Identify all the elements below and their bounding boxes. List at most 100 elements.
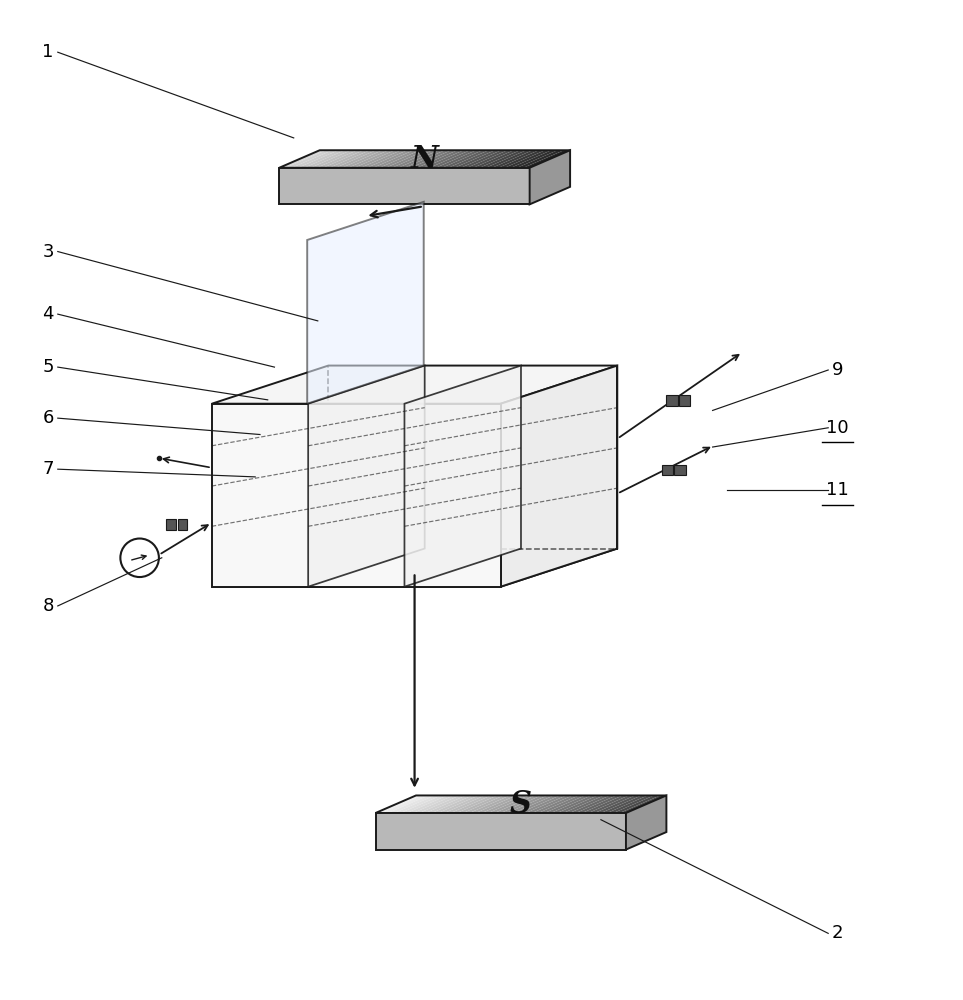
Polygon shape: [457, 795, 504, 813]
Polygon shape: [524, 150, 570, 168]
Polygon shape: [442, 150, 489, 168]
Polygon shape: [517, 150, 564, 168]
Text: 8: 8: [42, 597, 54, 615]
Bar: [674, 465, 686, 475]
Text: N: N: [411, 144, 438, 175]
Text: 4: 4: [42, 305, 54, 323]
Text: 7: 7: [42, 460, 54, 478]
Polygon shape: [505, 150, 552, 168]
Polygon shape: [424, 150, 470, 168]
Polygon shape: [461, 150, 508, 168]
Polygon shape: [307, 202, 424, 404]
Polygon shape: [406, 795, 454, 813]
Polygon shape: [401, 795, 447, 813]
Polygon shape: [323, 150, 370, 168]
Polygon shape: [495, 795, 541, 813]
Polygon shape: [304, 150, 351, 168]
Polygon shape: [470, 795, 516, 813]
Polygon shape: [451, 795, 497, 813]
Polygon shape: [212, 404, 501, 587]
Polygon shape: [486, 150, 533, 168]
Polygon shape: [582, 795, 629, 813]
Polygon shape: [532, 795, 579, 813]
Polygon shape: [308, 366, 425, 587]
Polygon shape: [488, 795, 535, 813]
Polygon shape: [445, 795, 491, 813]
Polygon shape: [588, 795, 636, 813]
Polygon shape: [385, 150, 432, 168]
Bar: [167, 519, 175, 530]
Polygon shape: [413, 795, 460, 813]
Polygon shape: [455, 150, 502, 168]
Text: 3: 3: [42, 243, 54, 261]
Polygon shape: [492, 150, 539, 168]
Polygon shape: [354, 150, 401, 168]
Polygon shape: [317, 150, 364, 168]
Polygon shape: [381, 795, 429, 813]
Text: 6: 6: [42, 409, 54, 427]
Polygon shape: [360, 150, 407, 168]
Polygon shape: [507, 795, 554, 813]
Polygon shape: [376, 813, 626, 850]
Polygon shape: [285, 150, 332, 168]
Polygon shape: [310, 150, 357, 168]
Polygon shape: [499, 150, 545, 168]
Polygon shape: [551, 795, 597, 813]
Polygon shape: [467, 150, 514, 168]
Polygon shape: [448, 150, 495, 168]
Polygon shape: [376, 795, 422, 813]
Polygon shape: [501, 795, 547, 813]
Polygon shape: [463, 795, 510, 813]
Text: 2: 2: [832, 924, 844, 942]
Polygon shape: [392, 150, 439, 168]
Polygon shape: [538, 795, 586, 813]
Polygon shape: [429, 150, 477, 168]
Polygon shape: [404, 366, 521, 587]
Bar: [178, 519, 187, 530]
Polygon shape: [511, 150, 558, 168]
Text: 10: 10: [826, 419, 849, 437]
Polygon shape: [613, 795, 660, 813]
Bar: [679, 395, 690, 406]
Polygon shape: [438, 795, 485, 813]
Polygon shape: [212, 549, 617, 587]
Polygon shape: [367, 150, 414, 168]
Polygon shape: [545, 795, 591, 813]
Text: 9: 9: [832, 361, 844, 379]
Text: 1: 1: [42, 43, 54, 61]
Polygon shape: [526, 795, 572, 813]
Polygon shape: [480, 150, 526, 168]
Polygon shape: [520, 795, 566, 813]
Polygon shape: [563, 795, 611, 813]
Text: 11: 11: [826, 481, 849, 499]
Polygon shape: [530, 150, 570, 204]
Circle shape: [120, 539, 159, 577]
Polygon shape: [279, 168, 530, 204]
Polygon shape: [212, 366, 617, 404]
Polygon shape: [426, 795, 472, 813]
Polygon shape: [608, 795, 654, 813]
Polygon shape: [292, 150, 338, 168]
Text: S: S: [510, 789, 532, 820]
Polygon shape: [474, 150, 520, 168]
Polygon shape: [374, 150, 420, 168]
Polygon shape: [335, 150, 382, 168]
Polygon shape: [399, 150, 445, 168]
Polygon shape: [420, 795, 466, 813]
Polygon shape: [410, 150, 457, 168]
Bar: [666, 395, 678, 406]
Polygon shape: [279, 150, 325, 168]
Text: 5: 5: [42, 358, 54, 376]
Polygon shape: [299, 150, 345, 168]
Bar: [662, 465, 673, 475]
Polygon shape: [601, 795, 648, 813]
Polygon shape: [482, 795, 529, 813]
Polygon shape: [342, 150, 388, 168]
Polygon shape: [388, 795, 435, 813]
Polygon shape: [435, 150, 482, 168]
Polygon shape: [404, 150, 451, 168]
Polygon shape: [417, 150, 464, 168]
Polygon shape: [379, 150, 426, 168]
Polygon shape: [576, 795, 623, 813]
Polygon shape: [513, 795, 560, 813]
